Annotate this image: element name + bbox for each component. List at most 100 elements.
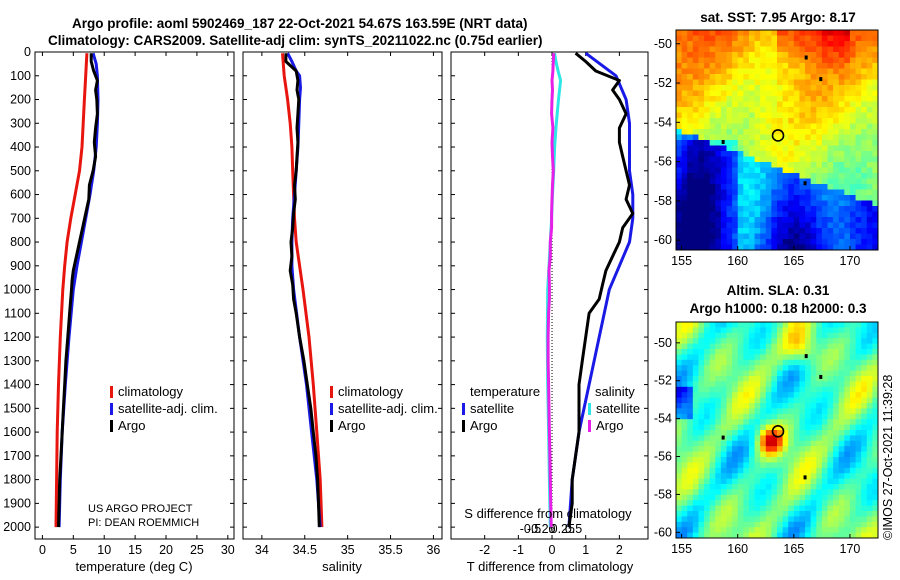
map-cell [715,435,722,442]
map-cell [799,511,806,517]
map-cell [849,46,857,53]
map-cell [838,511,845,517]
map-cell [872,244,878,250]
map-cell [799,322,806,328]
map-cell [799,162,806,169]
map-cell [720,184,728,191]
map-cell [782,41,789,48]
map-cell [676,222,683,229]
map-cell [827,101,834,108]
map-cell [743,462,750,469]
map-cell [861,200,868,207]
map-cell [743,79,750,86]
map-cell [760,386,767,393]
map-cell [855,217,862,224]
map-cell [833,462,840,469]
map-cell [844,244,851,250]
map-cell [681,424,688,431]
map-cell [805,338,812,345]
map-cell [861,222,868,229]
map-cell [861,151,868,158]
map-cell [810,46,817,53]
map-cell [844,446,851,453]
map-cell [726,46,733,53]
map-cell [737,156,744,163]
map-cell [799,134,806,141]
map-cell [793,206,801,213]
map-cell [687,424,694,431]
map-cell [676,494,683,501]
map-cell [810,200,817,207]
map-cell [681,96,688,103]
map-cell [816,462,823,469]
map-cell [866,239,873,246]
map-cell [704,332,711,339]
map-cell [855,354,862,361]
map-cell [799,41,806,48]
map-cell [765,57,772,64]
map-cell [692,244,700,250]
map-cell [709,90,716,97]
map-cell [849,430,857,436]
map-cell [760,239,767,246]
map-cell [709,167,716,174]
map-cell [709,397,716,404]
map-cell [681,343,688,350]
map-cell [833,370,840,377]
map-cell [676,467,683,474]
map-cell [827,500,834,507]
map-cell [782,90,789,97]
map-cell [715,478,722,485]
map-cell [698,473,705,480]
map-cell [748,521,756,528]
map-cell [748,462,756,469]
map-cell [743,473,750,480]
map-cell [821,521,829,528]
map-cell [765,478,772,485]
map-cell [771,222,778,229]
series-line-temperature-satellite [567,52,635,528]
map-cell [827,527,834,534]
map-cell [866,57,873,64]
map-cell [737,244,744,250]
map-cell [793,446,801,453]
map-cell [748,41,756,48]
map-cell [765,173,772,180]
map-cell [827,511,834,517]
map-cell [844,338,851,345]
map-cell [687,354,694,361]
map-cell [687,322,694,328]
map-cell [866,167,873,174]
map-cell [709,376,716,382]
legend-climatology-label: climatology [118,384,184,399]
map-cell [681,521,688,528]
map-cell [698,239,705,246]
map-cell [732,101,739,108]
map-cell [777,57,784,64]
map-cell [720,101,728,108]
map-cell [681,478,688,485]
map-cell [861,233,868,240]
map-cell [737,440,744,447]
map-cell [698,462,705,469]
map-cell [793,397,801,404]
map-cell [692,527,700,534]
map-cell [827,63,834,70]
map-cell [833,162,840,169]
map-cell [687,440,694,447]
map-cell [866,118,873,125]
map-cell [816,74,823,81]
map-cell [687,217,694,224]
map-cell [676,403,683,409]
map-cell [849,338,857,345]
map-cell [844,327,851,334]
map-cell [805,435,812,442]
map-cell [692,484,700,490]
map-cell [827,134,834,141]
map-cell [687,206,694,213]
map-cell [709,156,716,163]
map-cell [698,532,705,538]
map-cell [805,419,812,426]
map-cell [692,68,700,75]
map-cell [715,408,722,415]
